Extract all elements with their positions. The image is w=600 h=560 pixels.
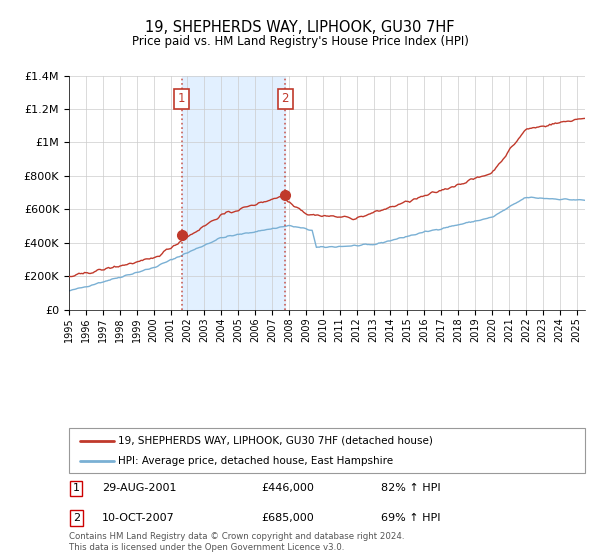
- Text: 69% ↑ HPI: 69% ↑ HPI: [381, 513, 440, 523]
- Text: 82% ↑ HPI: 82% ↑ HPI: [381, 483, 440, 493]
- Text: 29-AUG-2001: 29-AUG-2001: [102, 483, 176, 493]
- Text: 2: 2: [281, 92, 289, 105]
- Text: HPI: Average price, detached house, East Hampshire: HPI: Average price, detached house, East…: [118, 456, 394, 466]
- Text: 1: 1: [73, 483, 80, 493]
- Text: 1: 1: [178, 92, 185, 105]
- Text: Price paid vs. HM Land Registry's House Price Index (HPI): Price paid vs. HM Land Registry's House …: [131, 35, 469, 48]
- Text: 2: 2: [73, 513, 80, 523]
- Text: Contains HM Land Registry data © Crown copyright and database right 2024.
This d: Contains HM Land Registry data © Crown c…: [69, 532, 404, 552]
- Bar: [182, 76, 285, 310]
- Text: £446,000: £446,000: [261, 483, 314, 493]
- Text: 19, SHEPHERDS WAY, LIPHOOK, GU30 7HF (detached house): 19, SHEPHERDS WAY, LIPHOOK, GU30 7HF (de…: [118, 436, 433, 446]
- Text: 19, SHEPHERDS WAY, LIPHOOK, GU30 7HF: 19, SHEPHERDS WAY, LIPHOOK, GU30 7HF: [145, 20, 455, 35]
- Text: £685,000: £685,000: [261, 513, 314, 523]
- Text: 10-OCT-2007: 10-OCT-2007: [102, 513, 175, 523]
